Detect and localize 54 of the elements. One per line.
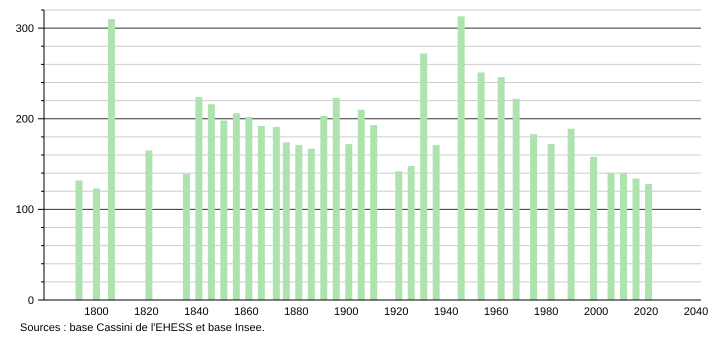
bar: [632, 178, 640, 300]
bar: [620, 173, 628, 300]
bar: [512, 98, 520, 300]
bar: [590, 156, 598, 300]
bar: [295, 145, 302, 300]
x-tick-label: 1940: [434, 306, 458, 318]
bar: [108, 19, 115, 300]
bar: [608, 173, 615, 300]
bar: [568, 128, 575, 300]
bar: [345, 144, 352, 300]
x-tick-label: 2000: [584, 306, 608, 318]
x-tick-label: 2040: [684, 306, 708, 318]
bar: [282, 142, 290, 300]
bar: [458, 16, 465, 300]
bar: [548, 144, 555, 300]
bar: [478, 72, 485, 300]
source-note: Sources : base Cassini de l'EHESS et base Insee.: [20, 322, 265, 334]
bar: [208, 104, 215, 300]
bar: [245, 116, 252, 300]
x-tick-label: 1860: [234, 306, 259, 318]
x-tick-label: 1900: [334, 306, 359, 318]
x-tick-label: 2020: [634, 306, 658, 318]
bar: [182, 174, 190, 300]
bar: [332, 98, 340, 300]
bar: [75, 180, 82, 300]
y-tick-label: 100: [16, 204, 34, 216]
y-tick-label: 300: [16, 22, 34, 35]
x-tick-label: 1960: [484, 306, 508, 318]
bar: [370, 125, 378, 300]
bar: [272, 126, 280, 300]
bar: [408, 166, 415, 300]
bar: [145, 150, 152, 300]
bar: [530, 134, 538, 300]
x-tick-label: 1840: [184, 306, 209, 318]
x-tick-label: 1800: [84, 306, 109, 318]
bar: [358, 110, 365, 300]
bar: [220, 120, 228, 300]
bar: [320, 116, 328, 300]
bar: [645, 184, 652, 300]
bar: [195, 97, 202, 300]
bar: [232, 113, 240, 300]
x-tick-label: 1920: [384, 306, 408, 318]
bar: [420, 54, 428, 300]
y-tick-label: 200: [16, 114, 34, 126]
x-tick-label: 1980: [534, 306, 558, 318]
bar: [258, 126, 265, 300]
bar: [498, 77, 505, 300]
x-tick-label: 1820: [134, 306, 159, 318]
bar: [432, 145, 440, 300]
bar: [308, 148, 315, 300]
bar: [395, 171, 402, 300]
bar: [92, 188, 100, 300]
y-tick-label: 0: [28, 294, 34, 307]
x-tick-label: 1880: [284, 306, 309, 318]
